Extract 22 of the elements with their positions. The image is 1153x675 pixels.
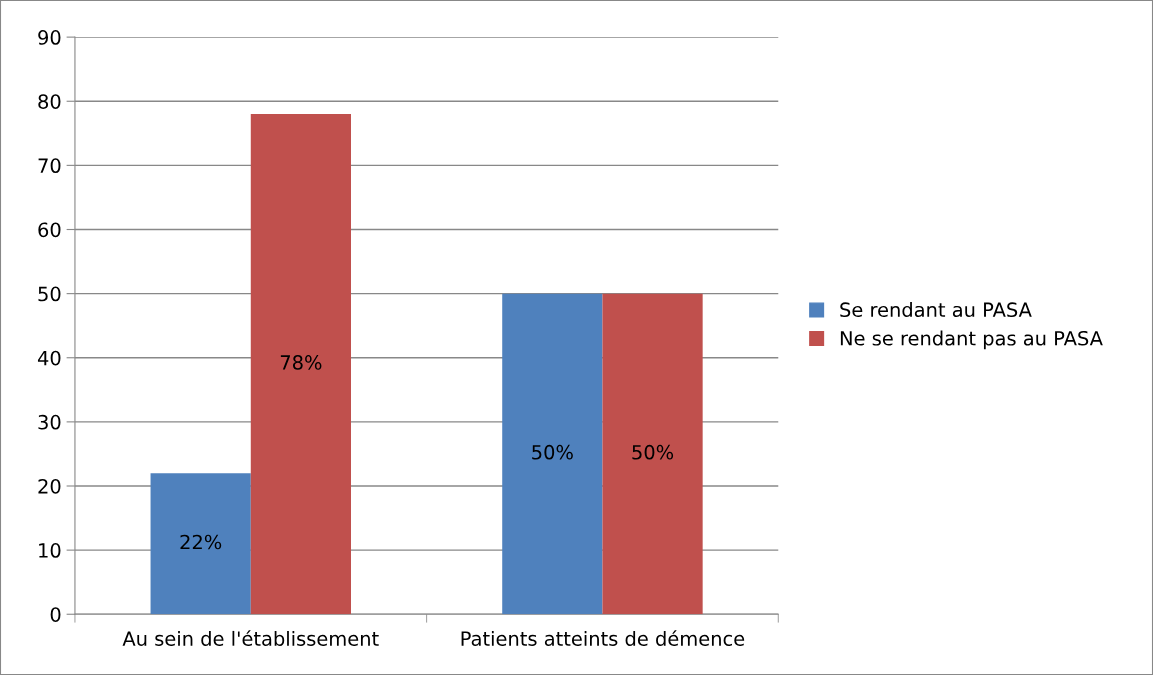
y-tick-label: 30 [38, 414, 61, 430]
data-label: 50% [632, 444, 674, 460]
y-tick-label: 20 [38, 478, 61, 494]
y-tick-label: 60 [38, 222, 61, 238]
data-label: 22% [180, 534, 222, 550]
bar [502, 293, 603, 615]
y-tick-label: 40 [37, 350, 61, 366]
bar [602, 293, 703, 615]
bar [250, 114, 351, 615]
y-tick-label: 10 [39, 543, 61, 558]
y-tick-label: 50 [38, 286, 61, 302]
y-tick-label: 80 [38, 94, 61, 109]
x-tick-label: Patients atteints de démence [461, 630, 745, 646]
legend-label: Ne se rendant pas au PASA [840, 330, 1103, 350]
y-tick-label: 0 [50, 607, 61, 622]
x-tick-label: Au sein de l'établissement [122, 630, 379, 646]
y-tick-label: 90 [38, 30, 61, 45]
bar [150, 473, 251, 615]
legend-label: Se rendant au PASA [840, 302, 1032, 318]
data-label: 50% [532, 444, 573, 460]
y-tick-label: 70 [38, 158, 61, 174]
data-label: 78% [280, 355, 322, 370]
